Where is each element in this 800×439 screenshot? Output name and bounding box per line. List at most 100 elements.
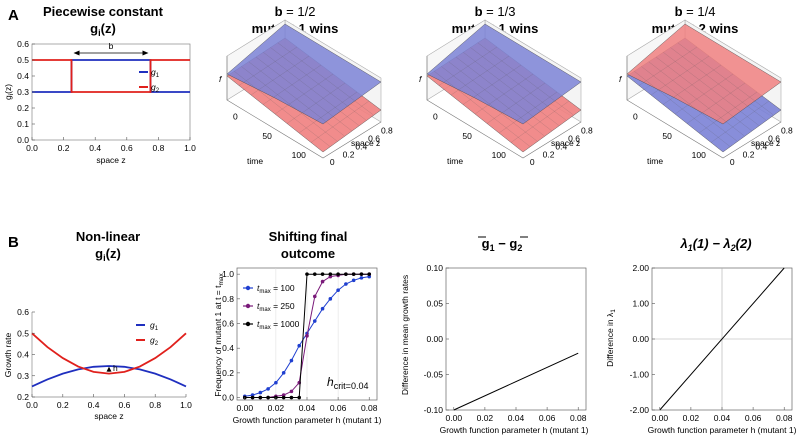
surf-a2-mesh <box>263 52 360 126</box>
surf-a4-ytick-label: 0 <box>730 157 735 167</box>
chart-b4-title: λ1(1) − λ2(2) <box>679 236 751 253</box>
surf-a2-ylabel: space z <box>351 138 380 148</box>
chart-b2-point <box>312 319 317 323</box>
chart-b2-annotation: hcrit=0.04 <box>327 375 368 391</box>
chart-b2-point <box>328 272 333 276</box>
chart-b2-point <box>344 272 348 276</box>
chart-b4-xtick-label: 0.06 <box>745 413 762 423</box>
chart-b1-ytick-label: 0.3 <box>17 371 29 381</box>
chart-a1-ytick-label: 0.5 <box>17 55 29 65</box>
surf-a4-mesh <box>674 73 734 115</box>
chart-a1-xtick-label: 0.6 <box>121 143 133 153</box>
chart-a1-legend: g1 g2 <box>139 67 160 94</box>
chart-b2-point <box>344 282 348 286</box>
chart-b4-ytick-label: -1.00 <box>630 370 650 380</box>
chart-b2-point <box>281 393 286 397</box>
legend-b2-label: tmax = 250 <box>257 301 295 313</box>
surf-a2-mesh <box>286 82 346 124</box>
chart-a1-bracket-arrowhead-right <box>142 50 149 56</box>
chart-b3-ytick-label: 0.05 <box>426 299 443 309</box>
surf-a4-mesh <box>670 47 767 121</box>
chart-b2-point <box>320 306 325 311</box>
chart-b4-xtick-label: 0.04 <box>714 413 731 423</box>
surf-a3-xtick-label: 50 <box>462 131 472 141</box>
chart-b4-series-line <box>659 267 785 411</box>
chart-b3-series-line <box>453 352 579 411</box>
chart-b2-point <box>312 272 317 276</box>
surf-a4-xtick-label: 100 <box>692 150 706 160</box>
legend-b2-swatch-dot <box>245 321 251 327</box>
chart-b4-ytick-label: 0.00 <box>632 334 649 344</box>
surf-a3-surface-upper <box>426 23 582 125</box>
chart-b2-title2: outcome <box>281 246 335 261</box>
chart-b2-xlabel: Growth function parameter h (mutant 1) <box>233 415 382 425</box>
chart-b3-xtick-label: 0.08 <box>570 413 587 423</box>
chart-b1-title: Non-linear <box>76 229 140 244</box>
surf-a3-ytick-label: 0.2 <box>543 149 555 159</box>
surf-a2-surface-upper <box>226 23 382 125</box>
chart-b3-xtick-label: 0.02 <box>477 413 494 423</box>
chart-b2-point <box>305 334 309 338</box>
chart-b1-h-arrowhead <box>106 366 112 372</box>
chart-b2-point <box>351 278 356 283</box>
surf-a2-ytick-label: 0.2 <box>343 149 355 159</box>
chart-b4-ytick-label: 2.00 <box>632 263 649 273</box>
surf-a3-box-edge <box>426 99 582 159</box>
chart-a1-ytick-label: 0.2 <box>17 103 29 113</box>
chart-b2-ytick-label: 1.0 <box>222 269 234 279</box>
surf-a3-mesh <box>486 82 546 124</box>
legend-a1-g1-label: g1 <box>151 67 160 79</box>
chart-b1-title2: gi(z) <box>95 246 121 263</box>
surf-a3-mesh <box>474 73 534 115</box>
chart-b2-point <box>289 389 294 394</box>
legend-a1-g2-label: g2 <box>151 82 160 94</box>
surf-a3-mesh <box>463 52 560 126</box>
chart-b4: λ1(1) − λ2(2) 0.00 0.02 0.04 0.06 0.08 -2.00… <box>605 236 797 435</box>
chart-a1-xtick-label: 0.8 <box>152 143 164 153</box>
chart-a1-title: Piecewise constant <box>43 4 164 19</box>
surf-a4-mesh <box>663 52 760 126</box>
chart-b1-xtick-label: 0.4 <box>88 400 100 410</box>
surf-a4-ytick-label: 0.6 <box>768 133 780 143</box>
chart-a1-ytick-label: 0.4 <box>17 71 29 81</box>
surf-a3-ytick-label: 0.4 <box>555 141 567 151</box>
chart-b4-xtick-label: 0.08 <box>776 413 793 423</box>
chart-b4-xtick-label: 0.02 <box>683 413 700 423</box>
chart-b2-point <box>258 395 263 400</box>
surf-a3-xtick-label: 100 <box>492 150 506 160</box>
legend-b2-swatch-dot <box>245 303 251 309</box>
chart-b1-xtick-label: 1.0 <box>180 400 192 410</box>
chart-b3-ylabel: Difference in mean growth rates <box>400 275 410 395</box>
chart-b3-frame <box>445 267 587 411</box>
surf-a3-ytick-label: 0.8 <box>581 126 593 136</box>
chart-b1: Non-linear gi(z) 0.0 0.2 0.4 0.6 0.8 1.0 0.20… <box>3 229 192 421</box>
chart-b1-xtick-label: 0.6 <box>118 400 130 410</box>
chart-b4-ytick-label: 1.00 <box>632 299 649 309</box>
surf-a3-mesh <box>510 100 570 143</box>
chart-b2-point <box>320 272 325 276</box>
chart-b1-xtick-label: 0.8 <box>149 400 161 410</box>
surf-a3-ytick-label: 0 <box>530 157 535 167</box>
chart-b2-ytick-label: 0.6 <box>222 319 234 329</box>
surf-a2-mesh <box>298 91 358 134</box>
chart-b2-point <box>320 279 325 284</box>
surf-a4-xlabel: time <box>647 156 663 166</box>
surf-a4-title: b = 1/4 <box>675 4 716 19</box>
chart-b1-series-g2 <box>31 332 187 375</box>
surf-a4-ytick-label: 0.4 <box>755 141 767 151</box>
surf-a4-mesh <box>698 91 758 134</box>
surf-a4-xtick-label: 0 <box>633 112 638 122</box>
surf-a2-zlabel: f <box>219 74 223 84</box>
chart-b3-xtick-label: 0.04 <box>508 413 525 423</box>
chart-a1-ylabel: gi(z) <box>3 84 15 100</box>
chart-b2-ytick-label: 0.4 <box>222 343 234 353</box>
chart-b4-xlabel: Growth function parameter h (mutant 1) <box>648 425 797 435</box>
legend-b2-label: tmax = 1000 <box>257 319 300 331</box>
chart-b2-point <box>250 393 255 397</box>
chart-b2-point <box>266 395 270 400</box>
chart-a1-ytick-label: 0.1 <box>17 119 29 129</box>
chart-b2-point <box>359 276 364 280</box>
chart-a1: Piecewise constant gi(z) 0.0 0.2 0.4 0.6 0.8… <box>3 4 196 165</box>
